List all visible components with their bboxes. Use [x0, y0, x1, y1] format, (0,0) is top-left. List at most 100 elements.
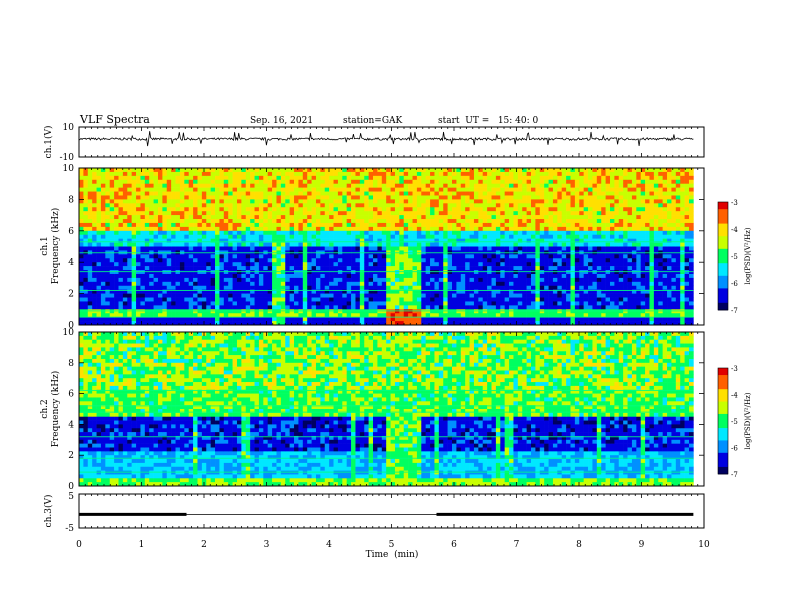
spectrogram-cell [505, 274, 510, 278]
spectrogram-cell [233, 301, 238, 305]
spectrogram-cell [83, 274, 88, 278]
spectrogram-cell [268, 219, 273, 223]
spectrogram-cell [123, 262, 128, 266]
spectrogram-cell [119, 231, 124, 235]
spectrogram-cell [553, 298, 558, 302]
spectrogram-cell [228, 278, 233, 282]
spectrogram-cell [123, 227, 128, 231]
spectrogram-cell [509, 172, 514, 176]
spectrogram-cell [553, 203, 558, 207]
spectrogram-cell [571, 199, 576, 203]
spectrogram-cell [426, 258, 431, 262]
spectrogram-cell [145, 176, 150, 180]
spectrogram-cell [158, 188, 163, 192]
spectrogram-cell [329, 247, 334, 251]
spectrogram-cell [456, 231, 461, 235]
spectrogram-cell [386, 247, 391, 251]
spectrogram-cell [202, 301, 207, 305]
spectrogram-cell [189, 243, 194, 247]
spectrogram-cell [114, 305, 119, 309]
spectrogram-cell [171, 219, 176, 223]
spectrogram-cell [290, 195, 295, 199]
spectrogram-cell [202, 188, 207, 192]
spectrogram-cell [549, 188, 554, 192]
spectrogram-cell [206, 282, 211, 286]
spectrogram-cell [290, 309, 295, 313]
spectrogram-cell [145, 301, 150, 305]
spectrogram-cell [509, 247, 514, 251]
spectrogram-cell [167, 301, 172, 305]
spectrogram-cell [474, 282, 479, 286]
spectrogram-cell [351, 172, 356, 176]
spectrogram-cell [391, 180, 396, 184]
spectrogram-cell [571, 305, 576, 309]
spectrogram-cell [571, 184, 576, 188]
spectrogram-cell [588, 180, 593, 184]
spectrogram-cell [215, 286, 220, 290]
spectrogram-cell [470, 192, 475, 196]
spectrogram-cell [408, 195, 413, 199]
spectrogram-cell [597, 254, 602, 258]
spectrogram-cell [307, 282, 312, 286]
spectrogram-cell [597, 262, 602, 266]
spectrogram-cell [382, 231, 387, 235]
spectrogram-cell [478, 176, 483, 180]
spectrogram-cell [434, 219, 439, 223]
spectrogram-cell [316, 298, 321, 302]
spectrogram-cell [496, 215, 501, 219]
spectrogram-cell [246, 247, 251, 251]
spectrogram-cell [272, 195, 277, 199]
spectrogram-cell [588, 203, 593, 207]
spectrogram-cell [276, 258, 281, 262]
spectrogram-cell [430, 247, 435, 251]
spectrogram-cell [382, 180, 387, 184]
spectrogram-cell [505, 294, 510, 298]
spectrogram-cell [119, 199, 124, 203]
spectrogram-cell [408, 235, 413, 239]
spectrogram-cell [513, 192, 518, 196]
spectrogram-cell [566, 274, 571, 278]
spectrogram-cell [127, 298, 132, 302]
spectrogram-cell [176, 231, 181, 235]
spectrogram-cell [114, 227, 119, 231]
spectrogram-cell [351, 301, 356, 305]
spectrogram-cell [369, 172, 374, 176]
spectrogram-cell [434, 294, 439, 298]
spectrogram-cell [377, 188, 382, 192]
spectrogram-cell [496, 180, 501, 184]
spectrogram-cell [496, 317, 501, 321]
spectrogram-cell [312, 172, 317, 176]
spectrogram-cell [369, 199, 374, 203]
spectrogram-cell [149, 243, 154, 247]
spectrogram-cell [426, 309, 431, 313]
spectrogram-cell [325, 317, 330, 321]
spectrogram-cell [522, 223, 527, 227]
spectrogram-cell [579, 301, 584, 305]
spectrogram-cell [101, 309, 106, 313]
spectrogram-cell [132, 305, 137, 309]
spectrogram-cell [246, 227, 251, 231]
spectrogram-cell [325, 262, 330, 266]
spectrogram-cell [391, 192, 396, 196]
spectrogram-cell [132, 317, 137, 321]
spectrogram-cell [522, 317, 527, 321]
spectrogram-cell [123, 219, 128, 223]
spectrogram-cell [215, 219, 220, 223]
spectrogram-cell [513, 309, 518, 313]
spectrogram-cell [132, 211, 137, 215]
spectrogram-cell [531, 286, 536, 290]
spectrogram-cell [167, 172, 172, 176]
spectrogram-cell [285, 188, 290, 192]
spectrogram-cell [334, 188, 339, 192]
spectrogram-cell [355, 223, 360, 227]
spectrogram-cell [535, 301, 540, 305]
spectrogram-cell [79, 286, 84, 290]
spectrogram-cell [140, 254, 145, 258]
spectrogram-cell [426, 274, 431, 278]
spectrogram-cell [465, 176, 470, 180]
spectrogram-cell [439, 199, 444, 203]
spectrogram-cell [522, 211, 527, 215]
spectrogram-cell [360, 219, 365, 223]
spectrogram-cell [184, 188, 189, 192]
spectrogram-cell [180, 219, 185, 223]
